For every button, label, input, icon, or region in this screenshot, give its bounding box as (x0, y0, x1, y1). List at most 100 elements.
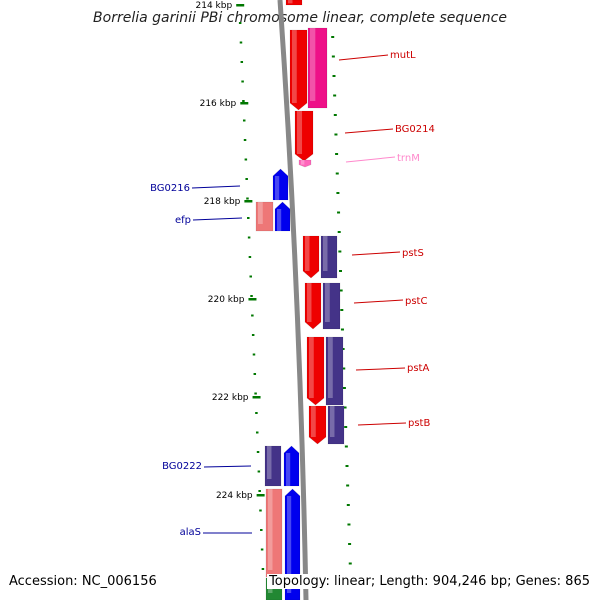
gene-label-BG0216: BG0216 (150, 183, 190, 194)
cds-mutL-shape (289, 29, 308, 111)
ruler-minor-tick (252, 353, 256, 356)
ruler-major-tick (236, 4, 245, 7)
ruler-minor-tick (255, 412, 258, 414)
ruler-major-tick (244, 200, 253, 203)
ruler-minor-tick (331, 55, 335, 58)
ruler-minor-tick (245, 178, 248, 180)
gene-pstB (327, 405, 345, 445)
ruler-minor-tick (242, 119, 246, 122)
ruler-minor-tick (337, 231, 341, 233)
ruler-minor-tick (251, 334, 255, 336)
cds-pstA (306, 336, 325, 406)
ruler-minor-tick (337, 211, 341, 214)
ruler-labels: 214 kbp 216 kbp 218 kbp 220 kbp 222 kbp 224 k… (196, 1, 253, 501)
trna-trnM-shape (298, 159, 312, 168)
ruler-minor-tick (336, 192, 340, 194)
ruler-minor-tick (347, 523, 351, 526)
ruler-label: 222 kbp (212, 393, 249, 403)
cds-BG0214 (294, 110, 314, 162)
ruler-minor-tick (260, 548, 264, 551)
gene-BG0222-shape (283, 445, 300, 487)
ruler-label: 218 kbp (204, 197, 241, 207)
ruler-label: 220 kbp (208, 295, 245, 305)
backbone-line (277, 0, 309, 600)
gene-efp-shape (274, 201, 291, 232)
ruler-minor-tick (247, 236, 251, 239)
ruler-minor-tick (238, 22, 242, 24)
cds-mutL (289, 29, 308, 111)
gene-pstA (325, 336, 344, 406)
gene-alaS-shine (287, 496, 292, 577)
ruler-minor-tick (346, 504, 350, 506)
cds-pstS (302, 235, 320, 279)
label-line-pstC (353, 299, 404, 304)
cds-top-partial (285, 0, 303, 6)
cds-pstB-shine (311, 406, 316, 437)
gene-efp (274, 201, 291, 232)
gene-efp-shine (277, 209, 282, 231)
backbone (277, 0, 309, 600)
gene-BG0216-shine (275, 176, 280, 200)
label-line-BG0214 (344, 128, 394, 134)
ruler-minor-tick (345, 465, 349, 467)
gene-other-BG0222-shape (264, 445, 282, 487)
accession-text: Accession: NC_006156 (7, 574, 159, 589)
cds-alaS (265, 488, 283, 578)
cds-top-partial-shine (288, 0, 293, 4)
cds-efp (255, 201, 274, 232)
gene-BG0222-shine (286, 453, 291, 486)
ruler-minor-tick (244, 158, 248, 161)
gene-pstC-shape (322, 282, 341, 330)
ruler-minor-tick (241, 80, 244, 83)
ruler-minor-tick (243, 139, 247, 141)
label-line-trnM (345, 156, 396, 163)
ruler-minor-tick (333, 114, 337, 116)
ruler-minor-tick (248, 256, 252, 258)
gene-label-pstC: pstC (405, 296, 427, 307)
ruler-minor-tick (339, 270, 342, 272)
labels: mutL BG0214 trnM pstS pstC pstA pstB BG0216 efp B… (150, 50, 435, 538)
cds-efp-shape (255, 201, 274, 232)
gene-label-mutL: mutL (390, 50, 416, 61)
label-line-pstB (357, 422, 407, 426)
label-line-BG0222 (203, 465, 252, 468)
label-lines (191, 54, 407, 534)
label-line-mutL (338, 54, 389, 61)
cds-alaS-shine (268, 489, 273, 570)
ruler-minor-tick (249, 275, 252, 278)
ruler-minor-tick (342, 387, 346, 389)
ruler-minor-tick (340, 309, 344, 311)
cds-BG0214-shape (294, 110, 314, 162)
gene-mutL-shine (310, 28, 316, 101)
ruler-minor-tick (247, 217, 250, 219)
ruler-major-tick (252, 396, 261, 399)
cds-pstS-shine (305, 236, 310, 271)
cds-efp-shine (258, 202, 263, 224)
gene-pstS-shine (323, 236, 328, 271)
topology-text: Topology: linear; Length: 904,246 bp; Ge… (267, 574, 592, 589)
gene-other-BG0222 (264, 445, 282, 487)
ruler-minor-tick (344, 445, 348, 448)
ruler-minor-tick (260, 529, 263, 531)
gene-pstS-shape (320, 235, 338, 279)
cds-BG0214-shine (297, 111, 303, 154)
ruler-minor-tick (335, 153, 339, 155)
cds-pstA-shape (306, 336, 325, 406)
ruler-label: 224 kbp (216, 491, 253, 501)
ruler-minor-tick (240, 61, 244, 63)
cds-pstA-shine (309, 337, 314, 398)
cds-pstS-shape (302, 235, 320, 279)
gene-label-pstB: pstB (408, 418, 430, 429)
ruler-major-tick (240, 102, 249, 105)
gene-pstB-shine (330, 406, 335, 437)
label-line-efp (192, 217, 243, 221)
cds-mutL-shine (292, 30, 297, 103)
gene-label-trnM: trnM (397, 153, 420, 164)
ruler-minor-tick (348, 543, 352, 545)
ruler-minor-tick (257, 470, 261, 473)
ruler-minor-tick (348, 562, 352, 565)
ruler-minor-tick (261, 568, 265, 570)
ruler-major-tick (248, 298, 257, 301)
cds-pstB (308, 405, 327, 445)
ruler-minor-tick (339, 289, 343, 292)
